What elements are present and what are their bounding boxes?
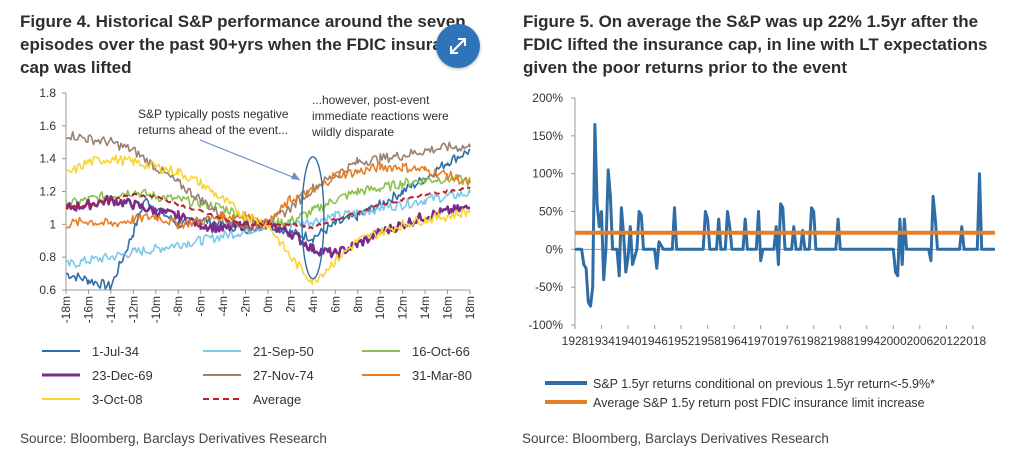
legend-label-4: 27-Nov-74 [253, 368, 314, 383]
x-tick-label: 1976 [774, 334, 801, 348]
expand-button[interactable] [436, 24, 480, 68]
annotation-arrow [199, 139, 301, 181]
legend-label-5: 31-Mar-80 [412, 368, 472, 383]
x-tick-label: 1928 [562, 334, 589, 348]
series-line-7 [65, 186, 471, 230]
x-tick-label: -10m [149, 296, 163, 323]
legend-label-3: 23-Dec-69 [92, 368, 153, 383]
x-tick-label: 2000 [880, 334, 907, 348]
y-tick-label: 200% [532, 91, 563, 105]
figure-5-panel: Figure 5. On average the S&P was up 22% … [505, 0, 1024, 471]
figure-4-title: Figure 4. Historical S&P performance aro… [20, 12, 472, 77]
x-tick-label: 1934 [588, 334, 615, 348]
y-tick-label: 1.8 [39, 86, 56, 100]
annotation-1: S&P typically posts negative returns ahea… [138, 107, 289, 137]
x-tick-label: 2012 [933, 334, 960, 348]
x-tick-label: 1958 [694, 334, 721, 348]
legend-label-1: 21-Sep-50 [253, 344, 314, 359]
y-tick-label: 1 [49, 217, 56, 231]
x-tick-label: -14m [104, 296, 118, 323]
y-tick-label: 0% [546, 242, 564, 256]
x-tick-label: 1946 [641, 334, 668, 348]
y-tick-label: 100% [532, 167, 563, 181]
x-tick-label: 1970 [747, 334, 774, 348]
x-tick-label: 2m [283, 296, 297, 313]
legend-label-1: Average S&P 1.5y return post FDIC insura… [593, 396, 925, 410]
x-tick-label: 14m [418, 296, 432, 319]
x-tick-label: -8m [171, 296, 185, 317]
figure-4-chart: 0.60.811.21.41.61.8-18m -16m -14m -12m -10m -… [39, 86, 477, 407]
x-tick-label: -12m [126, 296, 140, 323]
y-tick-label: 0.6 [39, 283, 56, 297]
x-tick-label: 0m [261, 296, 275, 313]
x-tick-label: 10m [373, 296, 387, 319]
figure-4-panel: Figure 4. Historical S&P performance aro… [0, 0, 500, 471]
figure-5-chart: -100%-50%0%50%100%150%200%1928 1934 1940 19… [528, 91, 995, 410]
x-tick-label: 8m [351, 296, 365, 313]
y-tick-label: 1.6 [39, 119, 56, 133]
legend-label-0: 1-Jul-34 [92, 344, 139, 359]
y-tick-label: -100% [528, 318, 563, 332]
figure-5-source: Source: Bloomberg, Barclays Derivatives … [522, 431, 829, 446]
x-tick-label: 12m [396, 296, 410, 319]
y-tick-label: 1.2 [39, 185, 56, 199]
x-tick-label: 2018 [960, 334, 987, 348]
x-tick-label: 6m [328, 296, 342, 313]
annotation-arrowhead [291, 172, 300, 180]
x-tick-label: -6m [194, 296, 208, 317]
x-tick-label: 1964 [721, 334, 748, 348]
x-tick-label: 1988 [827, 334, 854, 348]
legend-label-2: 16-Oct-66 [412, 344, 470, 359]
y-tick-label: 50% [539, 205, 563, 219]
x-tick-label: -18m [59, 296, 73, 323]
legend-label-6: 3-Oct-08 [92, 392, 143, 407]
series-line-0 [575, 123, 995, 308]
figure-4-source: Source: Bloomberg, Barclays Derivatives … [20, 431, 327, 446]
x-tick-label: -2m [239, 296, 253, 317]
y-tick-label: 1.4 [39, 152, 56, 166]
annotation-ellipse [301, 156, 325, 280]
figure-5-title: Figure 5. On average the S&P was up 22% … [523, 12, 988, 77]
y-tick-label: 150% [532, 129, 563, 143]
x-tick-label: 1982 [800, 334, 827, 348]
expand-icon [450, 38, 466, 54]
x-tick-label: 1940 [615, 334, 642, 348]
y-tick-label: -50% [535, 280, 563, 294]
series-line-4 [65, 131, 471, 232]
x-tick-label: -4m [216, 296, 230, 317]
x-tick-label: 4m [306, 296, 320, 313]
y-tick-label: 0.8 [39, 250, 56, 264]
x-tick-label: 18m [463, 296, 477, 319]
legend-label-0: S&P 1.5yr returns conditional on previou… [593, 377, 935, 391]
x-tick-label: 1994 [853, 334, 880, 348]
x-tick-label: 1952 [668, 334, 695, 348]
x-tick-label: 2006 [906, 334, 933, 348]
legend-label-7: Average [253, 392, 301, 407]
annotation-2: ...however, post-event immediate reaction… [311, 93, 449, 139]
x-tick-label: 16m [441, 296, 455, 319]
x-tick-label: -16m [81, 296, 95, 323]
